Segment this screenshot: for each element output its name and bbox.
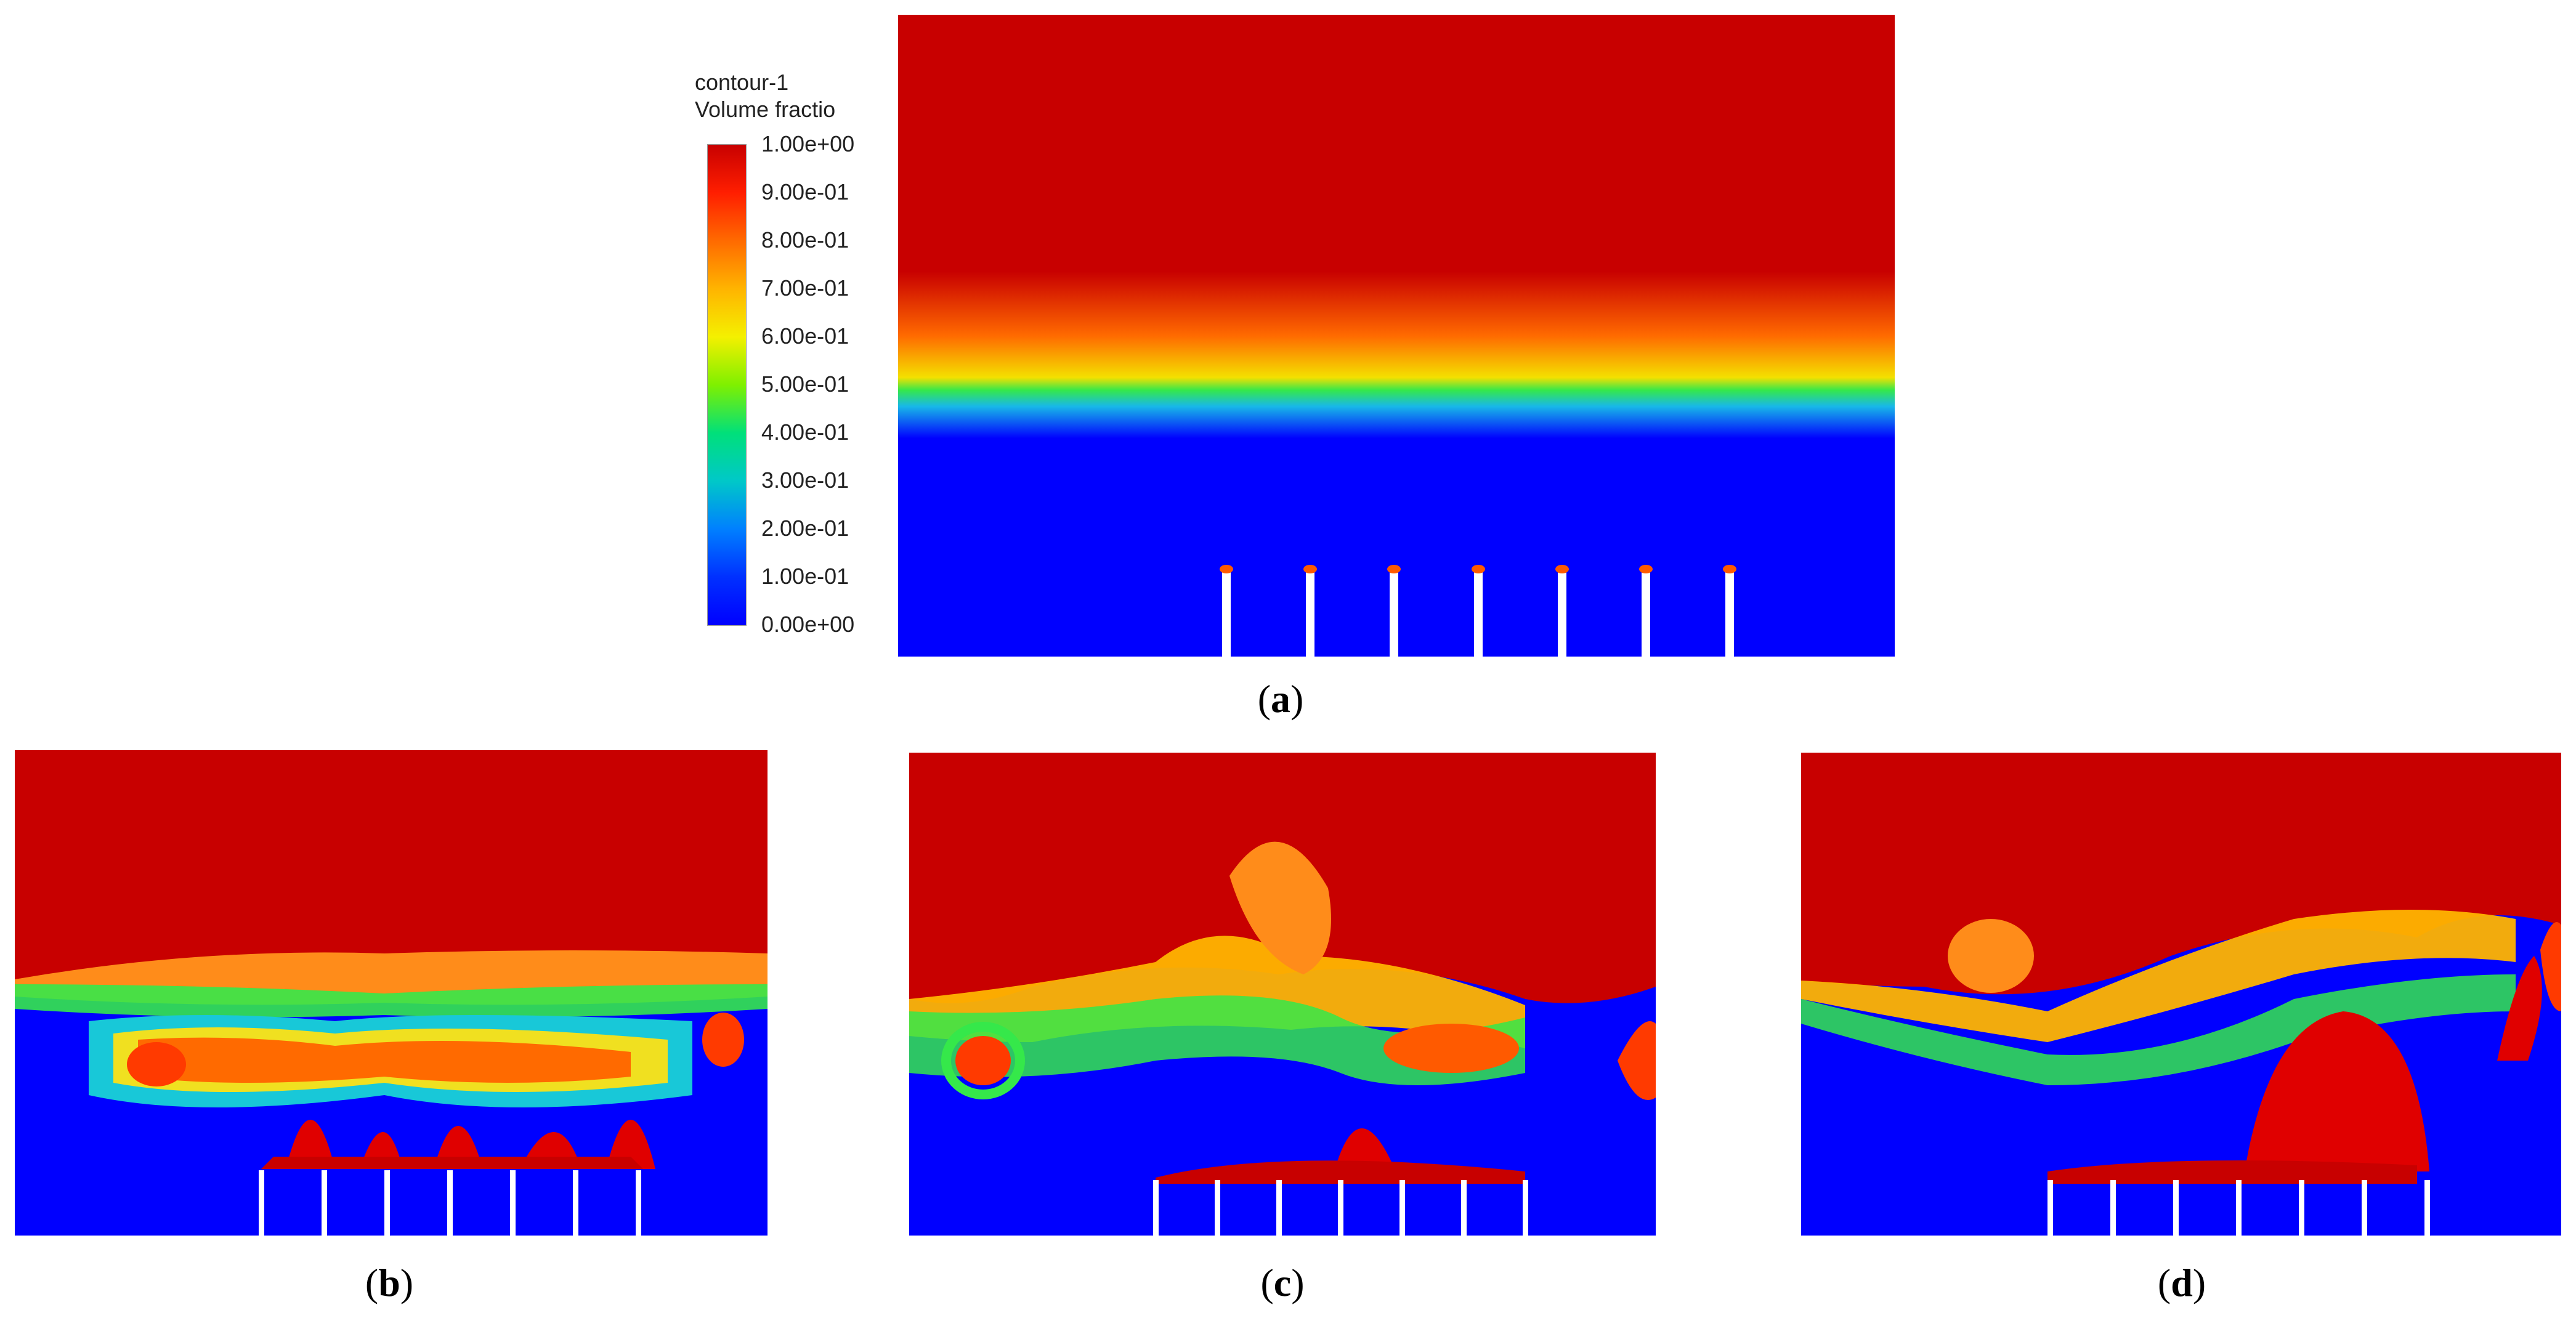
legend-tick: 1.00e+00 [761, 131, 855, 156]
legend-tick: 5.00e-01 [761, 371, 849, 397]
legend-tick: 9.00e-01 [761, 179, 849, 204]
legend-title-line2: Volume fractio [695, 97, 836, 122]
caption-c: (c) [1260, 1261, 1305, 1305]
legend-tick: 6.00e-01 [761, 323, 849, 349]
legend-tick: 3.00e-01 [761, 467, 849, 493]
contour-panel-d [1801, 753, 2561, 1236]
legend-title-line1: contour-1 [695, 70, 789, 95]
legend-tick: 4.00e-01 [761, 419, 849, 445]
legend-tick: 1.00e-01 [761, 564, 849, 589]
contour-panel-b [15, 750, 768, 1236]
caption-a: (a) [1257, 677, 1304, 721]
contour-panel-a [898, 15, 1895, 657]
legend-tick: 7.00e-01 [761, 275, 849, 301]
legend-tick: 0.00e+00 [761, 612, 855, 637]
caption-b: (b) [365, 1261, 414, 1305]
legend-color-bar [707, 144, 747, 626]
legend-tick: 2.00e-01 [761, 516, 849, 541]
caption-d: (d) [2157, 1261, 2206, 1305]
legend-tick: 8.00e-01 [761, 227, 849, 253]
contour-panel-c [909, 753, 1656, 1236]
legend-title: contour-1 Volume fractio [695, 69, 835, 123]
